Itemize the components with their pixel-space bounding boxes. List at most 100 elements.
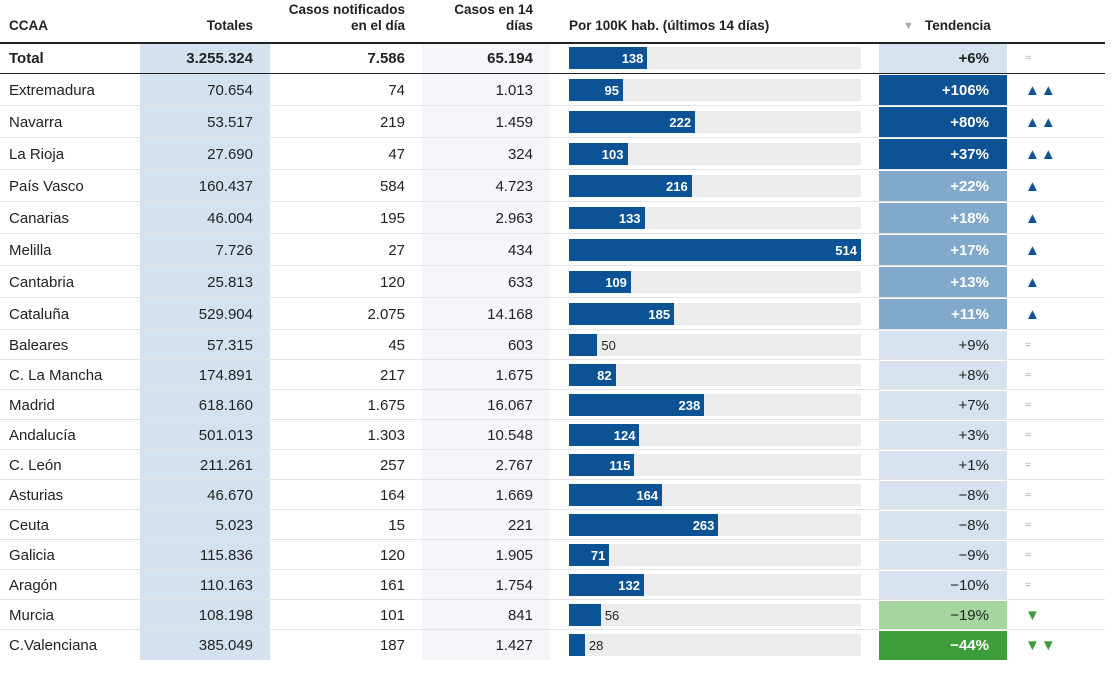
trend-arrow: ▲ — [1025, 209, 1041, 227]
total: 110.163 — [199, 576, 253, 594]
total: 115.836 — [199, 546, 253, 564]
days14: 1.013 — [495, 81, 533, 99]
bar-track — [569, 424, 861, 446]
bar-label: 103 — [601, 146, 624, 162]
daily: 161 — [379, 576, 405, 594]
bar-label: 71 — [590, 547, 606, 563]
trend-cell — [879, 171, 1007, 202]
days14: 1.459 — [495, 113, 533, 131]
trend: +106% — [941, 81, 989, 99]
trend-arrow: ≈ — [1025, 369, 1033, 381]
total: 3.255.324 — [186, 49, 253, 67]
header-daily: Casos notificados en el día — [288, 2, 405, 33]
days14: 10.548 — [487, 426, 533, 444]
daily: 2.075 — [367, 305, 405, 323]
trend-cell — [879, 75, 1007, 106]
bar — [569, 303, 675, 325]
trend: +22% — [950, 177, 989, 195]
bar-label: 95 — [604, 82, 619, 98]
bar — [569, 207, 645, 229]
region: Andalucía — [9, 426, 76, 444]
bar-label: 185 — [648, 306, 671, 322]
bar — [569, 111, 696, 133]
bar-label: 82 — [597, 367, 612, 383]
region: Total — [9, 49, 44, 67]
total: 385.049 — [198, 636, 253, 654]
header-rule — [0, 42, 1105, 44]
row-separator — [0, 233, 1105, 234]
region: C.Valenciana — [9, 636, 98, 654]
total: 7.726 — [215, 241, 253, 259]
header-rate: Por 100K hab. (últimos 14 días) — [569, 18, 770, 33]
header-days14: Casos en 14 días — [454, 2, 533, 33]
region: Asturias — [9, 486, 64, 504]
row-separator — [0, 329, 1105, 330]
row-separator — [0, 479, 1105, 480]
days14: 633 — [507, 273, 533, 291]
days14: 4.723 — [495, 177, 533, 195]
days14: 65.194 — [487, 49, 533, 67]
trend-arrow: ▲▲ — [1025, 81, 1057, 99]
trend-cell — [879, 541, 1007, 570]
total: 57.315 — [207, 336, 253, 354]
trend-arrow: ≈ — [1025, 549, 1033, 561]
total: 46.670 — [207, 486, 253, 504]
trend-arrow: ▲ — [1025, 177, 1041, 195]
sort-icon[interactable]: ▼ — [903, 20, 914, 32]
total-rule — [0, 73, 1105, 74]
row-separator — [0, 569, 1105, 570]
days14-column-bg — [422, 43, 550, 660]
bar — [569, 143, 628, 165]
trend-arrow: ▼▼ — [1025, 636, 1057, 654]
bar-track — [569, 271, 861, 293]
daily: 7.586 — [367, 49, 405, 67]
total: 618.160 — [198, 396, 253, 414]
bar-label: 109 — [605, 274, 627, 290]
bar — [569, 514, 719, 536]
region: C. La Mancha — [9, 366, 103, 384]
bar — [569, 334, 598, 356]
header-trend[interactable]: Tendencia — [925, 18, 991, 33]
trend-arrow: ▲ — [1025, 305, 1041, 323]
trend-arrow: ≈ — [1025, 579, 1033, 591]
days14: 841 — [507, 606, 533, 624]
bar — [569, 424, 640, 446]
bar — [569, 394, 705, 416]
region: Murcia — [9, 606, 55, 624]
days14: 1.669 — [495, 486, 533, 504]
row-separator — [0, 599, 1105, 600]
total: 501.013 — [198, 426, 253, 444]
trend-arrow: ≈ — [1025, 459, 1033, 471]
totals-column-bg — [140, 43, 270, 660]
trend-cell — [879, 331, 1007, 360]
row-separator — [0, 297, 1105, 298]
region: Cantabria — [9, 273, 75, 291]
row-separator — [0, 265, 1105, 266]
region: Navarra — [9, 113, 63, 131]
trend-arrow: ≈ — [1025, 399, 1033, 411]
trend-cell — [879, 44, 1007, 73]
bar-track — [569, 334, 861, 356]
trend: +6% — [958, 49, 989, 67]
daily: 27 — [388, 241, 405, 259]
bar-label: 50 — [601, 337, 616, 353]
bar — [569, 574, 644, 596]
trend: +17% — [950, 241, 989, 259]
trend-arrow: ▲▲ — [1025, 113, 1057, 131]
trend: −19% — [950, 606, 989, 624]
row-separator — [0, 359, 1105, 360]
region: Melilla — [9, 241, 52, 259]
row-separator — [0, 539, 1105, 540]
trend-arrow: ▼ — [1025, 606, 1041, 624]
bar-track — [569, 544, 861, 566]
trend-arrow: ≈ — [1025, 339, 1033, 351]
bar-label: 514 — [835, 242, 857, 258]
bar-label: 28 — [588, 637, 604, 653]
daily: 74 — [388, 81, 405, 99]
trend-arrow: ≈ — [1025, 52, 1033, 64]
total: 211.261 — [199, 456, 253, 474]
trend-cell — [879, 451, 1007, 480]
days14: 324 — [507, 145, 533, 163]
bar-label: 115 — [609, 457, 631, 473]
